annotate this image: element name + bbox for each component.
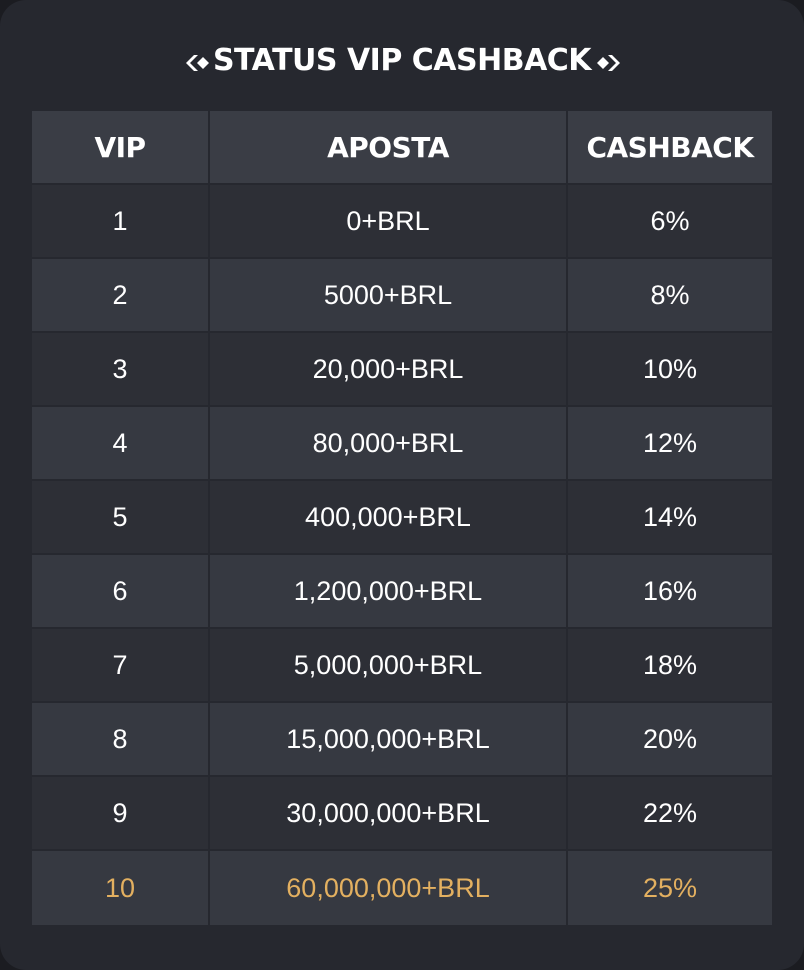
title-row: STATUS VIP CASHBACK bbox=[0, 28, 804, 98]
aposta-cell: 20,000+BRL bbox=[209, 332, 568, 407]
vip-level-cell: 2 bbox=[32, 258, 210, 333]
table-row: 5 400,000+BRL 14% bbox=[32, 480, 772, 555]
ornament-right-icon bbox=[597, 55, 720, 71]
cashback-cell: 22% bbox=[567, 776, 772, 851]
column-header-vip: VIP bbox=[32, 111, 210, 185]
cashback-cell: 12% bbox=[567, 406, 772, 481]
vip-level-cell: 10 bbox=[32, 850, 210, 925]
cashback-cell: 6% bbox=[567, 184, 772, 259]
aposta-cell: 80,000+BRL bbox=[209, 406, 568, 481]
aposta-cell: 1,200,000+BRL bbox=[209, 554, 568, 629]
table-row: 1 0+BRL 6% bbox=[32, 184, 772, 259]
column-header-aposta: APOSTA bbox=[209, 111, 568, 185]
vip-level-cell: 7 bbox=[32, 628, 210, 703]
cashback-cell: 25% bbox=[567, 850, 772, 925]
cashback-cell: 10% bbox=[567, 332, 772, 407]
table-row: 2 5000+BRL 8% bbox=[32, 258, 772, 333]
table-row: 9 30,000,000+BRL 22% bbox=[32, 776, 772, 851]
vip-level-cell: 6 bbox=[32, 554, 210, 629]
aposta-cell: 5000+BRL bbox=[209, 258, 568, 333]
vip-level-cell: 8 bbox=[32, 702, 210, 777]
table-header-row: VIP APOSTA CASHBACK bbox=[32, 111, 772, 185]
vip-cashback-table: VIP APOSTA CASHBACK 1 0+BRL 6% 2 5000+BR… bbox=[32, 111, 772, 925]
vip-level-cell: 1 bbox=[32, 184, 210, 259]
aposta-cell: 60,000,000+BRL bbox=[209, 850, 568, 925]
aposta-cell: 30,000,000+BRL bbox=[209, 776, 568, 851]
page-title: STATUS VIP CASHBACK bbox=[212, 43, 592, 78]
table-row: 3 20,000+BRL 10% bbox=[32, 332, 772, 407]
table-row: 8 15,000,000+BRL 20% bbox=[32, 702, 772, 777]
aposta-cell: 15,000,000+BRL bbox=[209, 702, 568, 777]
ornament-left-icon bbox=[86, 55, 209, 71]
cashback-cell: 18% bbox=[567, 628, 772, 703]
cashback-cell: 20% bbox=[567, 702, 772, 777]
vip-level-cell: 5 bbox=[32, 480, 210, 555]
column-header-cashback: CASHBACK bbox=[567, 111, 772, 185]
table-row: 6 1,200,000+BRL 16% bbox=[32, 554, 772, 629]
vip-level-cell: 4 bbox=[32, 406, 210, 481]
cashback-cell: 14% bbox=[567, 480, 772, 555]
aposta-cell: 400,000+BRL bbox=[209, 480, 568, 555]
table-row: 7 5,000,000+BRL 18% bbox=[32, 628, 772, 703]
aposta-cell: 5,000,000+BRL bbox=[209, 628, 568, 703]
table-row-highlighted: 10 60,000,000+BRL 25% bbox=[32, 850, 772, 925]
table-row: 4 80,000+BRL 12% bbox=[32, 406, 772, 481]
vip-level-cell: 9 bbox=[32, 776, 210, 851]
cashback-cell: 16% bbox=[567, 554, 772, 629]
vip-level-cell: 3 bbox=[32, 332, 210, 407]
aposta-cell: 0+BRL bbox=[209, 184, 568, 259]
cashback-cell: 8% bbox=[567, 258, 772, 333]
